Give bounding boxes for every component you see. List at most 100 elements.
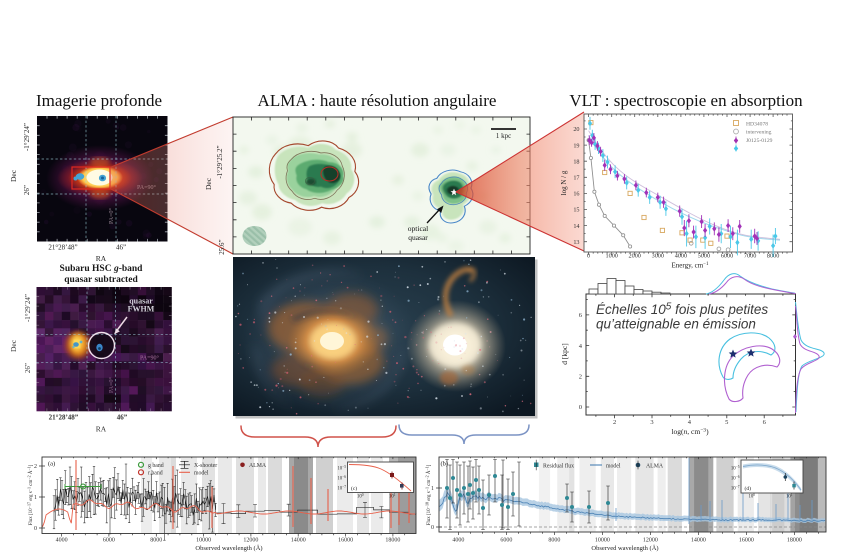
svg-text:19: 19 <box>573 142 579 149</box>
svg-text:4: 4 <box>688 419 692 426</box>
svg-text:6000: 6000 <box>721 253 733 260</box>
svg-text:1: 1 <box>34 495 37 501</box>
svg-text:18000: 18000 <box>385 538 400 544</box>
svg-text:14: 14 <box>573 223 579 230</box>
svg-text:25.6”: 25.6” <box>218 239 226 254</box>
svg-text:Flux [10−17 erg s−1 cm−2 Å−1]: Flux [10−17 erg s−1 cm−2 Å−1] <box>27 464 35 525</box>
svg-text:4000: 4000 <box>452 538 464 544</box>
svg-text:101: 101 <box>389 493 396 500</box>
svg-text:ALMA: ALMA <box>646 463 664 469</box>
svg-text:Subaru HSC g-band: Subaru HSC g-band <box>60 264 144 274</box>
svg-text:16000: 16000 <box>739 538 754 544</box>
svg-text:8000: 8000 <box>150 538 162 544</box>
svg-text:10−7: 10−7 <box>731 485 740 492</box>
svg-text:100: 100 <box>357 493 364 500</box>
svg-text:PA=0°: PA=0° <box>108 207 115 224</box>
svg-text:PA=0°: PA=0° <box>108 376 115 393</box>
svg-text:Energy, cm−1: Energy, cm−1 <box>671 262 709 270</box>
svg-text:qu’atteignable en émission: qu’atteignable en émission <box>596 317 756 332</box>
svg-text:15: 15 <box>573 207 579 214</box>
svg-text:quasar: quasar <box>129 297 153 306</box>
svg-text:4: 4 <box>579 343 583 350</box>
svg-text:g band: g band <box>148 463 164 469</box>
svg-text:(d): (d) <box>745 485 752 492</box>
svg-text:1: 1 <box>431 486 434 492</box>
svg-text:10−5: 10−5 <box>731 465 740 472</box>
svg-text:1 kpc: 1 kpc <box>496 132 511 140</box>
svg-text:Dec: Dec <box>9 339 18 352</box>
svg-text:-1°29’25.2”: -1°29’25.2” <box>216 145 224 178</box>
svg-text:X-shooter: X-shooter <box>194 463 217 469</box>
svg-text:log(n, cm−3): log(n, cm−3) <box>671 427 709 436</box>
svg-text:(b): (b) <box>441 461 449 468</box>
svg-text:1000: 1000 <box>606 253 618 260</box>
svg-text:(a): (a) <box>48 461 55 468</box>
svg-text:0: 0 <box>431 525 434 531</box>
svg-text:quasar: quasar <box>408 233 428 242</box>
svg-text:10−5: 10−5 <box>337 465 346 472</box>
svg-text:0: 0 <box>34 526 37 532</box>
svg-text:PA=90°: PA=90° <box>140 355 160 362</box>
svg-text:16000: 16000 <box>338 538 353 544</box>
svg-text:0: 0 <box>587 253 590 260</box>
svg-text:4000: 4000 <box>675 253 687 260</box>
svg-text:ALMA: ALMA <box>249 463 267 469</box>
svg-text:5: 5 <box>725 419 728 426</box>
svg-text:4000: 4000 <box>56 538 68 544</box>
svg-text:46”: 46” <box>116 244 126 252</box>
svg-text:46”: 46” <box>117 414 128 422</box>
svg-text:quasar subtracted: quasar subtracted <box>64 275 138 285</box>
svg-text:14000: 14000 <box>291 538 306 544</box>
svg-text:100: 100 <box>749 493 756 500</box>
svg-text:16: 16 <box>573 191 579 198</box>
svg-text:18000: 18000 <box>787 538 802 544</box>
svg-text:Observed wavelength (Å): Observed wavelength (Å) <box>591 544 658 552</box>
svg-text:VLT : spectroscopie en absorpt: VLT : spectroscopie en absorption <box>569 91 803 110</box>
svg-text:-1°29’24”: -1°29’24” <box>24 294 32 322</box>
svg-text:0: 0 <box>579 404 582 411</box>
svg-text:10−7: 10−7 <box>337 485 346 492</box>
svg-text:26”: 26” <box>24 363 32 373</box>
svg-text:6000: 6000 <box>500 538 512 544</box>
svg-text:7000: 7000 <box>744 253 756 260</box>
svg-text:Dec: Dec <box>9 169 18 182</box>
svg-text:6: 6 <box>579 312 583 319</box>
svg-text:Residual flux: Residual flux <box>543 462 574 469</box>
svg-text:14000: 14000 <box>691 538 706 544</box>
svg-text:model: model <box>606 463 621 469</box>
svg-text:J0125-0129: J0125-0129 <box>746 138 773 144</box>
svg-text:6: 6 <box>763 419 767 426</box>
svg-text:2: 2 <box>579 374 582 381</box>
svg-text:Flux [10−18 erg s−1 cm−2 Å−1]: Flux [10−18 erg s−1 cm−2 Å−1] <box>425 464 433 525</box>
svg-text:HD34078: HD34078 <box>746 122 768 128</box>
svg-text:12000: 12000 <box>243 538 258 544</box>
svg-text:18: 18 <box>573 158 579 165</box>
svg-text:26”: 26” <box>23 185 31 195</box>
svg-text:10000: 10000 <box>595 538 610 544</box>
svg-text:10−6: 10−6 <box>337 475 346 482</box>
svg-text:2000: 2000 <box>629 253 641 260</box>
svg-text:5000: 5000 <box>698 253 710 260</box>
svg-text:Imagerie profonde: Imagerie profonde <box>36 91 162 110</box>
svg-text:ALMA : haute résolution angula: ALMA : haute résolution angulaire <box>258 91 497 110</box>
svg-text:intervening: intervening <box>746 130 772 136</box>
svg-text:RA: RA <box>96 425 107 434</box>
svg-text:optical: optical <box>408 224 428 233</box>
svg-text:(c): (c) <box>351 485 357 492</box>
svg-text:3: 3 <box>650 419 653 426</box>
svg-text:Échelles 105 fois plus petites: Échelles 105 fois plus petites <box>596 302 768 318</box>
svg-text:101: 101 <box>786 493 793 500</box>
svg-text:3000: 3000 <box>652 253 664 260</box>
svg-text:21°28’48”: 21°28’48” <box>49 414 79 422</box>
svg-text:8000: 8000 <box>548 538 560 544</box>
svg-text:13: 13 <box>573 239 579 246</box>
svg-text:model: model <box>194 471 209 477</box>
svg-text:2: 2 <box>613 419 616 426</box>
svg-text:r band: r band <box>148 471 163 477</box>
svg-text:21°28’48”: 21°28’48” <box>48 244 77 252</box>
svg-text:20: 20 <box>573 126 579 133</box>
svg-text:10000: 10000 <box>196 538 211 544</box>
svg-text:d [kpc]: d [kpc] <box>560 343 569 364</box>
svg-text:log N / g: log N / g <box>560 170 568 195</box>
svg-text:-1°29’24”: -1°29’24” <box>23 123 31 151</box>
